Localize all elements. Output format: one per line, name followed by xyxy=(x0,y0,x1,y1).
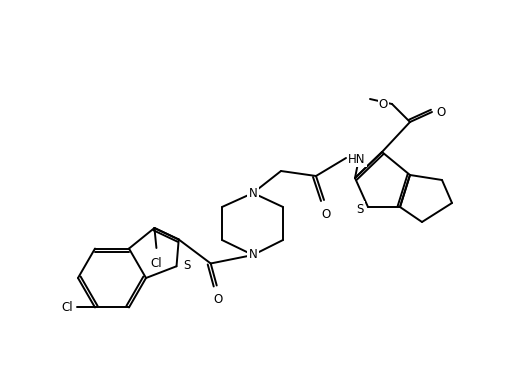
Text: S: S xyxy=(357,202,364,215)
Text: S: S xyxy=(183,259,191,272)
Text: O: O xyxy=(436,106,445,119)
Text: O: O xyxy=(213,294,222,307)
Text: Cl: Cl xyxy=(61,301,73,314)
Text: N: N xyxy=(249,186,257,199)
Text: HN: HN xyxy=(348,153,366,166)
Text: O: O xyxy=(379,97,388,110)
Text: N: N xyxy=(249,248,257,262)
Text: O: O xyxy=(321,208,330,221)
Text: Cl: Cl xyxy=(151,257,162,270)
